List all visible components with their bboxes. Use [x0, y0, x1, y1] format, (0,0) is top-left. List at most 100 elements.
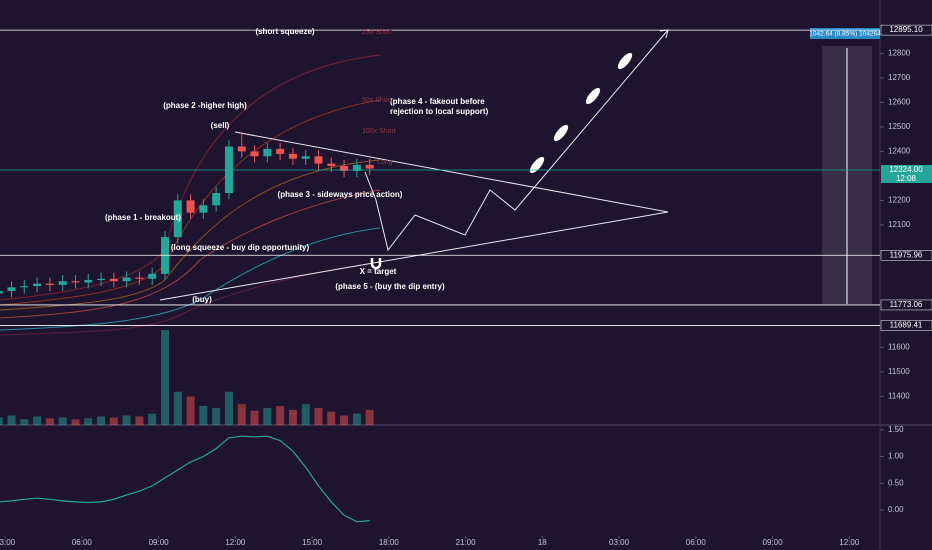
volume-bar: [186, 396, 195, 425]
volume-bar: [45, 418, 54, 425]
candle-body: [250, 151, 259, 157]
volume-bar: [122, 415, 131, 425]
y-tick-label: 12500: [888, 122, 911, 131]
measure-label-bg: [810, 28, 880, 39]
y-tick-label: 12700: [888, 73, 911, 82]
volume-bar: [135, 416, 144, 425]
price-label: 11975.96: [890, 250, 923, 259]
volume-bar: [327, 411, 336, 425]
volume-bar: [288, 409, 297, 425]
price-label-bg: [880, 24, 932, 36]
candle-body: [212, 193, 221, 206]
annotation: X = target: [360, 267, 397, 276]
y-tick-label: 12800: [888, 49, 911, 58]
indicator-line: [0, 435, 370, 523]
drawings: [159, 29, 669, 301]
y-tick-label: 11500: [888, 367, 910, 376]
x-tick-label: 21:00: [456, 538, 477, 547]
volume-bar: [250, 410, 259, 425]
x-tick-label: 12:00: [839, 538, 860, 547]
candle-body: [365, 164, 374, 169]
level-label: 100x Short: [362, 128, 396, 135]
annotation: (long squeeze - buy dip opportunity): [171, 243, 310, 252]
countdown-label: 12:08: [896, 174, 917, 183]
level-label: 25x Short: [362, 29, 392, 36]
volume-bar: [199, 406, 208, 425]
volume-bar: [0, 417, 3, 425]
annotation: (short squeeze): [255, 27, 314, 36]
volume-bar: [340, 415, 349, 425]
y-tick-label: 0.00: [888, 505, 904, 514]
rockets: [529, 52, 633, 174]
candle-body: [20, 286, 29, 288]
volume-bar: [224, 391, 233, 425]
volume-bar: [97, 416, 106, 425]
candle-body: [301, 156, 310, 159]
y-tick-label: 12100: [888, 220, 911, 229]
price-label-bg: [880, 299, 932, 311]
candle-body: [314, 156, 323, 164]
x-tick-label: 18:00: [379, 538, 400, 547]
candle-body: [97, 278, 106, 280]
candle-body: [109, 278, 118, 282]
annotation: (sell): [211, 121, 230, 130]
annotation: (phase 1 - breakout): [105, 213, 181, 222]
x-tick-label: 09:00: [149, 538, 170, 547]
y-tick-label: 12600: [888, 98, 911, 107]
x-tick-label: 06:00: [686, 538, 707, 547]
annotation: (phase 4 - fakeout before: [390, 97, 485, 106]
candle-body: [288, 153, 297, 159]
candle-body: [122, 277, 131, 282]
candle-body: [33, 283, 42, 287]
x-tick-label: 12:00: [225, 538, 246, 547]
volume-bar: [148, 413, 157, 425]
candle-body: [186, 200, 195, 213]
price-label-bg: [881, 165, 932, 183]
candle-body: [71, 281, 80, 283]
annotation: (phase 3 - sideways price action): [278, 190, 403, 199]
candle-body: [327, 163, 336, 167]
candle-body: [340, 166, 349, 171]
volume-bar: [173, 391, 182, 425]
x-tick-label: 06:00: [72, 538, 93, 547]
volume-bar: [276, 406, 285, 425]
y-tick-label: 12200: [888, 195, 911, 204]
y-tick-label: 11400: [888, 391, 910, 400]
y-tick-label: 1.00: [888, 452, 904, 461]
candle-body: [148, 273, 157, 279]
volume-bar: [84, 418, 93, 425]
level-label: Long: [377, 159, 393, 166]
y-tick-label: 0.50: [888, 478, 904, 487]
y-tick-label: 11600: [888, 342, 910, 351]
price-label-bg: [880, 250, 932, 261]
volume-bar: [7, 415, 16, 425]
volume-bar: [352, 413, 361, 425]
target-marker: [370, 258, 382, 270]
volume-bar: [237, 404, 246, 425]
volume-bar: [314, 407, 323, 425]
x-tick-label: 03:00: [609, 538, 630, 547]
candle-body: [352, 164, 361, 171]
candle-body: [237, 146, 246, 152]
y-tick-label: 1.50: [888, 425, 904, 434]
candle-body: [276, 148, 285, 154]
price-label: 12324.00: [889, 165, 923, 174]
candle-body: [45, 283, 54, 285]
candle-body: [263, 148, 272, 157]
annotation: (phase 5 - (buy the dip entry): [335, 282, 445, 291]
volume-bar: [33, 416, 42, 425]
volume-bar: [212, 407, 221, 425]
candle-body: [173, 200, 182, 238]
volume-bar: [301, 404, 310, 425]
annotation: (phase 2 -higher high): [163, 101, 247, 110]
volume-bar: [71, 419, 80, 425]
candle-body: [58, 281, 67, 285]
x-tick-label: 03:00: [0, 538, 16, 547]
annotation: rejection to local support): [390, 107, 489, 116]
price-label: 11773.06: [890, 300, 923, 309]
volume-bar: [263, 407, 272, 425]
volume-bar: [109, 417, 118, 425]
candle-body: [7, 287, 16, 292]
candle-body: [135, 277, 144, 279]
